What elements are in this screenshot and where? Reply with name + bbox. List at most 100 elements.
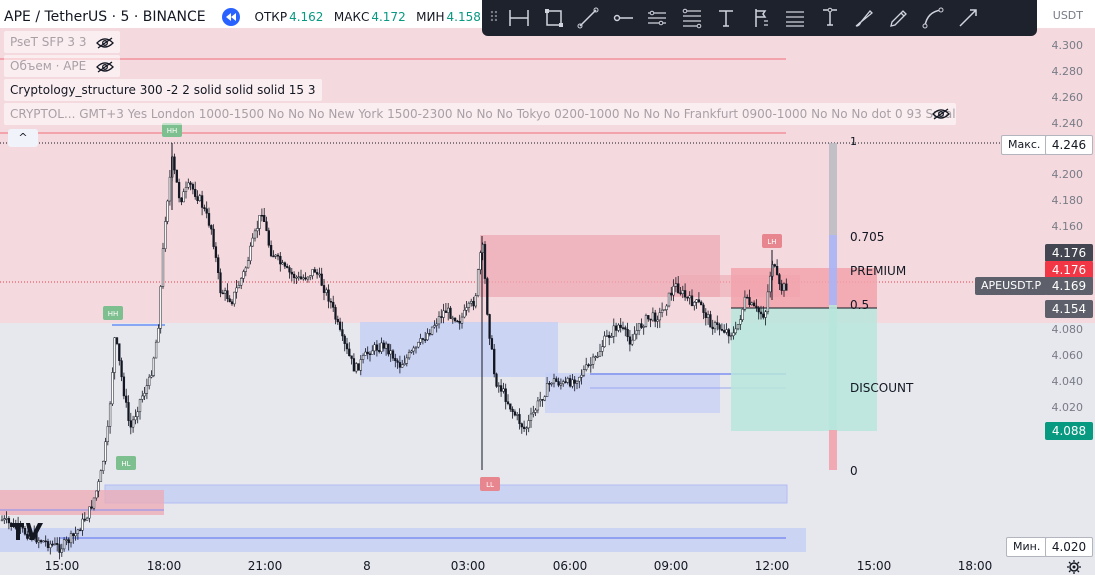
candle-body — [612, 325, 615, 337]
candle-body — [706, 314, 710, 319]
candle-body — [281, 262, 284, 265]
candle-body — [513, 411, 517, 416]
candle-body — [237, 284, 241, 289]
order-block-blue-1 — [360, 322, 558, 377]
horizontal-range-icon[interactable] — [502, 0, 537, 36]
candle-body — [95, 490, 98, 499]
settings-gear-icon[interactable] — [1067, 560, 1081, 574]
candle-body — [511, 408, 514, 412]
candle-body — [493, 348, 496, 375]
candle-body — [189, 182, 192, 185]
candle-body — [23, 527, 27, 535]
replay-icon[interactable] — [222, 8, 241, 26]
time-tick-label: 06:00 — [552, 559, 588, 573]
collapse-legend-button[interactable]: ^ — [8, 129, 38, 147]
candle-body — [7, 518, 11, 524]
candle-body — [693, 302, 696, 306]
candle-body — [407, 352, 411, 359]
fib-channel-icon[interactable] — [778, 0, 813, 36]
candle-body — [295, 276, 298, 279]
candle-body — [226, 290, 229, 299]
trend-line-icon[interactable] — [571, 0, 606, 36]
candle-body — [403, 363, 406, 365]
arc-icon[interactable] — [916, 0, 951, 36]
rectangle-icon[interactable] — [537, 0, 572, 36]
candle-body — [677, 283, 680, 294]
min-label: Мин. — [1006, 537, 1048, 557]
eye-hidden-icon[interactable] — [96, 36, 115, 49]
grip-icon[interactable]: ⠿ — [488, 10, 500, 26]
candle-body — [608, 335, 611, 338]
candle-body — [368, 353, 372, 355]
swing-markers: HH HH HL LL LH — [103, 123, 782, 491]
candle-body — [260, 214, 264, 217]
candle-body — [97, 481, 100, 492]
candle-body — [175, 169, 178, 183]
candle-body — [127, 402, 130, 421]
candle-body — [138, 399, 142, 413]
arrow-icon[interactable] — [951, 0, 986, 36]
candle-body — [697, 299, 701, 303]
candle-body — [62, 539, 66, 550]
currency-label[interactable]: USDT — [1052, 9, 1083, 22]
candle-body — [541, 399, 544, 401]
candle-body — [306, 276, 310, 280]
indicator-row-sessions[interactable]: CRYPTOL... GMT+3 Yes London 1000-1500 No… — [4, 103, 956, 125]
indicator-row-structure[interactable]: Cryptology_structure 300 -2 2 solid soli… — [4, 79, 322, 101]
candle-body — [83, 518, 86, 521]
candle-body — [102, 460, 105, 471]
eye-hidden-icon[interactable] — [96, 60, 114, 73]
price-tick-label: 4.300 — [1051, 39, 1084, 52]
candle-body — [440, 316, 443, 318]
long-position-icon[interactable] — [813, 0, 848, 36]
parallel-channel-icon[interactable] — [640, 0, 675, 36]
candle-body — [506, 401, 510, 405]
symbol-label: APEUSDT.P — [975, 277, 1048, 295]
brush-icon[interactable] — [847, 0, 882, 36]
candle-body — [194, 189, 197, 197]
candle-body — [766, 291, 770, 313]
candle-body — [380, 342, 383, 352]
candle-body — [187, 182, 190, 188]
flag-icon[interactable] — [744, 0, 779, 36]
candle-body — [221, 292, 224, 295]
highlighter-icon[interactable] — [882, 0, 917, 36]
swing-label-text: HH — [167, 127, 178, 135]
candle-body — [88, 506, 91, 519]
swing-label-hh1: HH — [162, 123, 182, 137]
candle-body — [649, 318, 652, 321]
candle-body — [134, 416, 137, 421]
candle-body — [233, 291, 236, 305]
fib-retracement-icon[interactable] — [675, 0, 710, 36]
candle-body — [665, 305, 668, 310]
candle-body — [578, 376, 581, 382]
text-icon[interactable] — [709, 0, 744, 36]
candlestick-series — [0, 143, 788, 560]
horizontal-ray-icon[interactable] — [606, 0, 641, 36]
candle-body — [435, 323, 438, 326]
candle-body — [428, 333, 431, 335]
candle-body — [315, 272, 319, 275]
candle-body — [263, 215, 266, 222]
eye-hidden-icon[interactable] — [932, 108, 950, 120]
time-tick-label: 03:00 — [450, 559, 486, 573]
candle-body — [145, 385, 149, 394]
candle-body — [778, 274, 781, 285]
candle-body — [396, 360, 399, 363]
candle-body — [764, 311, 767, 318]
candle-body — [210, 225, 213, 230]
candle-body — [90, 506, 93, 509]
swing-label-hl: HL — [116, 456, 136, 470]
candle-body — [338, 321, 342, 330]
candle-body — [672, 286, 675, 296]
symbol-title[interactable]: APE / TetherUS · 5 · BINANCE — [4, 9, 206, 25]
fib-level-1: 1 — [850, 135, 857, 148]
candle-body — [212, 228, 215, 247]
time-tick-label: 18:00 — [146, 559, 182, 573]
indicator-row-sfp[interactable]: PseT SFP 3 3 — [4, 31, 121, 53]
candle-body — [290, 271, 293, 275]
indicator-row-volume[interactable]: Объем · APE — [4, 55, 121, 77]
candle-body — [575, 380, 579, 384]
time-tick-label: 15:00 — [44, 559, 80, 573]
